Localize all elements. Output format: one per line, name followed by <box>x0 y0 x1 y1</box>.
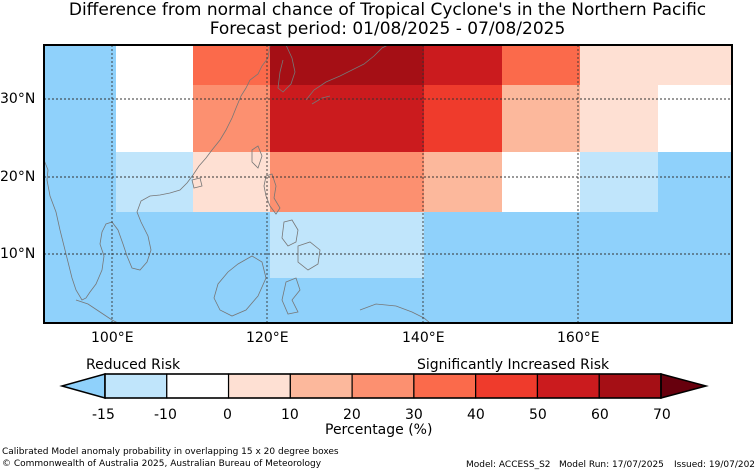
colorbar-tick-label: -15 <box>92 407 115 423</box>
risk-cell <box>116 45 193 85</box>
risk-cell <box>44 212 116 278</box>
colorbar-bin <box>289 373 353 399</box>
risk-cell <box>44 152 116 212</box>
risk-cell <box>193 278 270 323</box>
risk-cell <box>347 278 424 323</box>
footer-model-run: Model Run: 17/07/2025 <box>559 460 664 470</box>
risk-cell <box>424 278 502 323</box>
risk-cells <box>44 45 732 323</box>
risk-cell <box>580 45 658 85</box>
risk-cell <box>193 212 270 278</box>
risk-cell <box>424 85 502 152</box>
risk-cell <box>347 45 424 85</box>
colorbar-bins <box>104 373 662 399</box>
colorbar-frame <box>104 373 662 399</box>
risk-cell <box>424 212 502 278</box>
risk-cell <box>580 278 658 323</box>
footer-copyright: © Commonwealth of Australia 2025, Austra… <box>2 459 322 469</box>
risk-cell <box>658 212 732 278</box>
colorbar-tick-label: 0 <box>223 407 232 423</box>
reduced-risk-label: Reduced Risk <box>86 357 181 373</box>
colorbar-bin <box>104 373 168 399</box>
risk-cell <box>424 45 502 85</box>
risk-cell <box>658 152 732 212</box>
risk-cell <box>502 212 580 278</box>
risk-cell <box>270 212 347 278</box>
risk-cell <box>193 152 270 212</box>
risk-cell <box>116 278 193 323</box>
colorbar-tick-label: 60 <box>591 407 609 423</box>
gridlines <box>44 45 732 323</box>
risk-cell <box>580 85 658 152</box>
colorbar-tick-label: -10 <box>154 407 177 423</box>
risk-cell <box>658 278 732 323</box>
footer-note: Calibrated Model anomaly probability in … <box>2 447 339 457</box>
forecast-period: Forecast period: 01/08/2025 - 07/08/2025 <box>209 19 566 39</box>
colorbar-over-triangle <box>660 373 709 399</box>
map-frame <box>43 44 733 324</box>
lon-tick-label: 100°E <box>91 330 134 346</box>
colorbar-axis-label: Percentage (%) <box>325 422 433 438</box>
risk-cell <box>270 278 347 323</box>
colorbar-tick-label: 40 <box>467 407 485 423</box>
footer-model: Model: ACCESS_S2 <box>466 460 551 470</box>
colorbar-tick-label: 10 <box>281 407 299 423</box>
risk-cell <box>44 45 116 85</box>
lon-tick-label: 160°E <box>557 330 600 346</box>
increased-risk-label: Significantly Increased Risk <box>417 357 610 373</box>
risk-cell <box>347 212 424 278</box>
risk-cell <box>502 152 580 212</box>
risk-cell <box>44 85 116 152</box>
map-title: Difference from normal chance of Tropica… <box>68 0 707 20</box>
colorbar-under-triangle <box>59 373 106 399</box>
risk-cell <box>347 152 424 212</box>
risk-cell <box>424 152 502 212</box>
colorbar-tick-label: 50 <box>529 407 547 423</box>
risk-cell <box>502 85 580 152</box>
risk-cell <box>502 45 580 85</box>
risk-cell <box>580 212 658 278</box>
footer-issued: Issued: 19/07/2025 <box>674 460 755 470</box>
risk-cell <box>658 45 732 85</box>
colorbar-bin <box>413 373 477 399</box>
colorbar-tick-label: 20 <box>343 407 361 423</box>
risk-cell <box>502 278 580 323</box>
risk-cell <box>270 152 347 212</box>
colorbar-bin <box>166 373 230 399</box>
risk-cell <box>116 212 193 278</box>
colorbar-bin <box>351 373 415 399</box>
lon-tick-label: 120°E <box>246 330 289 346</box>
colorbar-bin <box>227 373 291 399</box>
risk-cell <box>116 152 193 212</box>
lat-tick-label: 30°N <box>0 91 36 107</box>
risk-cell <box>580 152 658 212</box>
risk-cell <box>658 85 732 152</box>
risk-cell <box>44 278 116 323</box>
lat-tick-label: 10°N <box>0 246 36 262</box>
risk-cell <box>193 45 270 85</box>
coastline <box>43 44 431 324</box>
risk-cell <box>116 85 193 152</box>
colorbar-tick-label: 30 <box>405 407 423 423</box>
colorbar-bin <box>598 373 662 399</box>
lon-tick-label: 140°E <box>402 330 445 346</box>
lat-tick-label: 20°N <box>0 169 36 185</box>
colorbar-tick-label: 70 <box>653 407 671 423</box>
risk-cell <box>270 85 347 152</box>
colorbar-bin <box>475 373 539 399</box>
map-panel <box>43 44 733 324</box>
colorbar <box>59 373 709 399</box>
colorbar-bin <box>536 373 600 399</box>
risk-cell <box>347 85 424 152</box>
